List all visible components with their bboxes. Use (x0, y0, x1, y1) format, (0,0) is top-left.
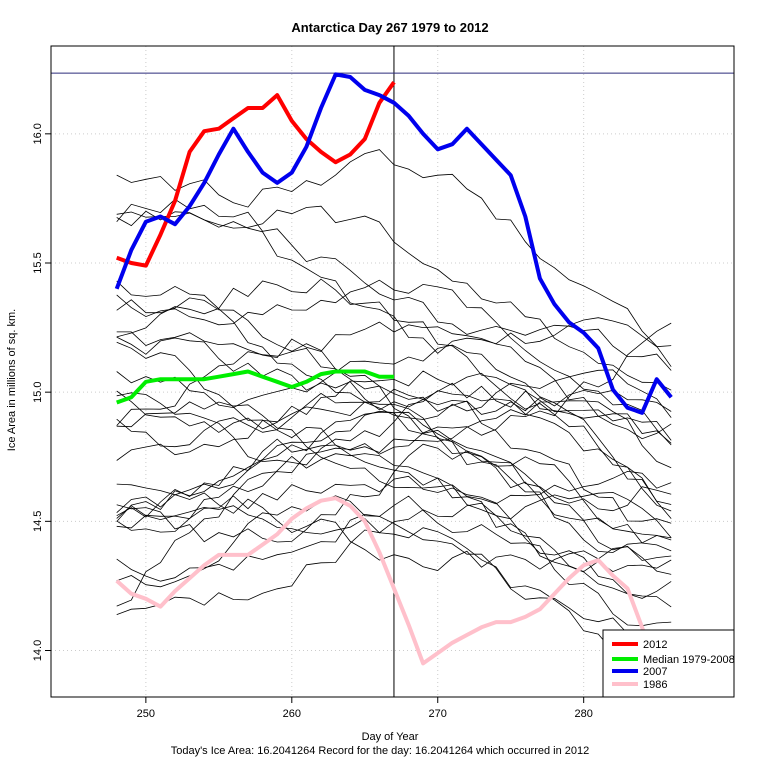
y-tick-label: 14.0 (32, 640, 44, 661)
x-tick-label: 270 (429, 708, 447, 720)
footer-note: Today's Ice Area: 16.2041264 Record for … (171, 745, 590, 757)
legend-label-median: Median 1979-2008 (643, 654, 735, 666)
y-axis: 14.0 14.5 15.0 15.5 16.0 (32, 123, 51, 661)
series-1986 (115, 496, 672, 681)
y-axis-label: Ice Area in millions of sq. km. (6, 309, 18, 451)
series-2007 (114, 72, 673, 415)
x-tick-label: 260 (283, 708, 301, 720)
chart-title: Antarctica Day 267 1979 to 2012 (291, 20, 488, 35)
legend-label-1986: 1986 (643, 679, 667, 691)
legend: 2012 Median 1979-2008 2007 1986 (602, 629, 735, 698)
plot-frame (50, 45, 735, 698)
legend-label-2012: 2012 (643, 639, 667, 651)
x-tick-label: 250 (137, 708, 155, 720)
legend-label-2007: 2007 (643, 666, 667, 678)
y-tick-label: 15.0 (32, 381, 44, 402)
x-axis: 250 260 270 280 (137, 697, 593, 720)
series-2012 (116, 81, 396, 268)
highlighted-series (114, 72, 673, 681)
x-axis-label: Day of Year (362, 731, 419, 743)
grid-layer (51, 46, 734, 697)
x-tick-label: 280 (575, 708, 593, 720)
y-tick-label: 14.5 (32, 511, 44, 532)
y-tick-label: 16.0 (32, 123, 44, 144)
y-tick-label: 15.5 (32, 252, 44, 273)
series-median (116, 369, 394, 405)
